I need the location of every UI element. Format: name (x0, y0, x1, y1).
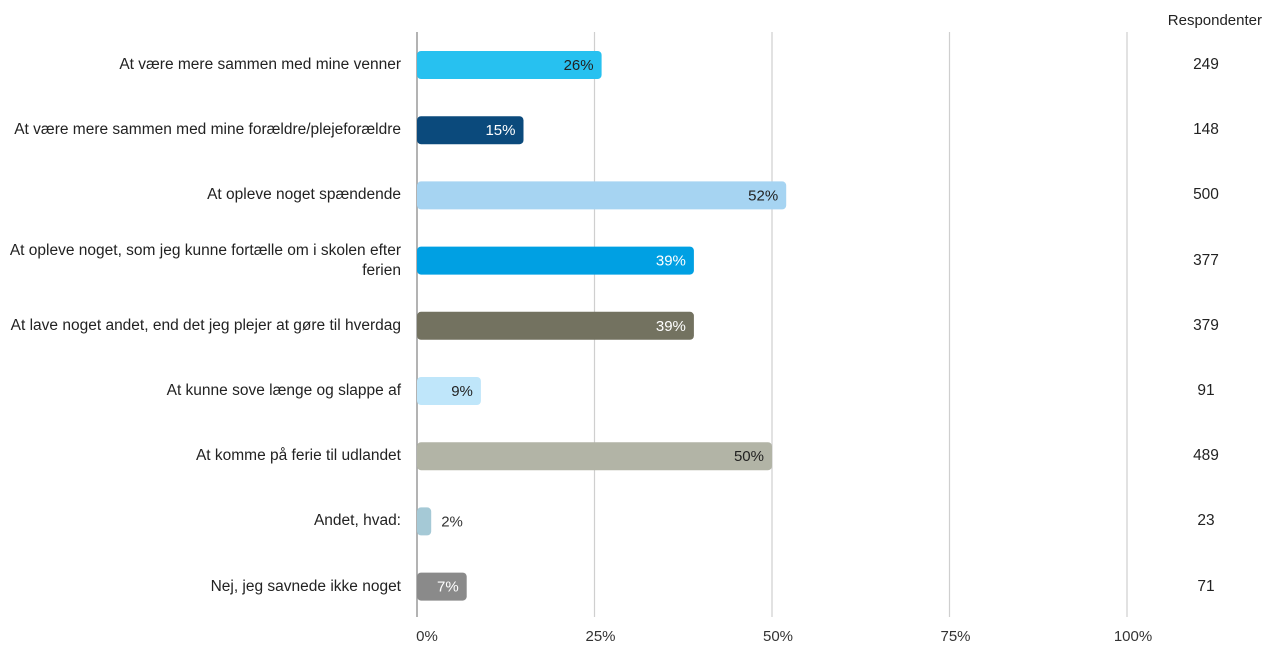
respondent-count: 249 (1193, 56, 1219, 73)
bar (417, 377, 481, 405)
respondent-count: 148 (1193, 121, 1219, 139)
bar (417, 572, 467, 601)
value-label: 39% (656, 318, 686, 335)
x-tick-label: 100% (1113, 628, 1153, 645)
bars (417, 51, 787, 601)
value-label: 39% (656, 253, 686, 270)
value-label: 15% (485, 122, 515, 139)
respondent-count: 377 (1193, 251, 1219, 269)
respondent-count: 500 (1193, 186, 1219, 204)
bar (417, 116, 524, 145)
value-label: 2% (441, 513, 463, 530)
category-label: At være mere sammen med mine forældre/pl… (14, 121, 401, 139)
category-label: Nej, jeg savnede ikke noget (210, 577, 401, 595)
value-label: 26% (564, 57, 594, 74)
category-label: At kunne sove længe og slappe af (166, 382, 401, 399)
value-label: 52% (748, 187, 778, 204)
bar (417, 246, 694, 275)
bar (417, 507, 432, 536)
x-tick-label: 50% (762, 628, 794, 645)
bar (417, 181, 787, 210)
value-label: 9% (451, 383, 473, 400)
respondent-count: 379 (1193, 316, 1219, 334)
respondent-count: 71 (1197, 577, 1215, 595)
x-tick-label: 0% (416, 628, 438, 645)
bar (417, 442, 772, 471)
category-label: At lave noget andet, end det jeg plejer … (10, 316, 401, 334)
x-tick-label: 25% (585, 628, 616, 645)
category-label: At opleve noget spændende (207, 186, 401, 204)
category-label: At være mere sammen med mine venner (119, 56, 401, 73)
respondent-count: 91 (1197, 382, 1215, 399)
respondent-count: 23 (1197, 512, 1215, 530)
x-tick-label: 75% (940, 628, 971, 645)
category-label: Andet, hvad: (313, 512, 401, 530)
category-label: At komme på ferie til udlandet (195, 447, 401, 465)
value-labels: 26% 15% 52% 39% 39% 9% 50% 2% 7% (437, 57, 778, 596)
bar (417, 311, 694, 340)
value-label: 7% (437, 579, 459, 596)
bar (417, 51, 602, 79)
respondents-header: Respondenter (1167, 12, 1262, 29)
respondent-count: 489 (1193, 447, 1219, 465)
category-label: At opleve noget, som jeg kunne fortælle … (9, 241, 401, 279)
value-label: 50% (734, 448, 764, 465)
